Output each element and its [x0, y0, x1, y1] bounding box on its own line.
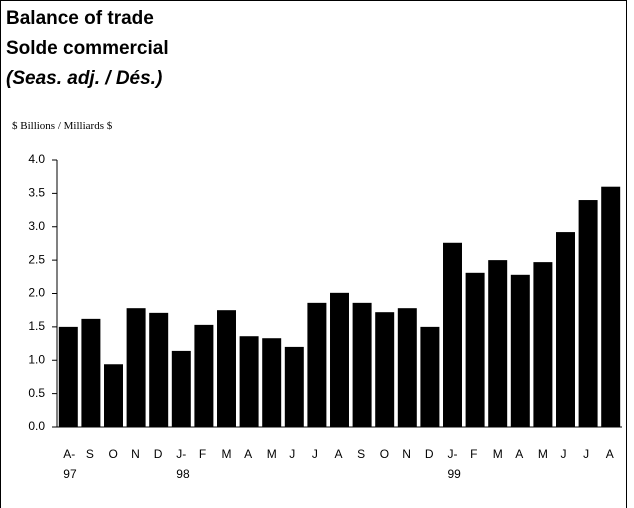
bar: [533, 262, 553, 427]
x-tick-label: M: [221, 447, 232, 461]
x-tick-label: J: [289, 447, 296, 461]
bar: [239, 336, 259, 427]
x-tick-label: O: [379, 447, 390, 461]
bar: [465, 272, 485, 427]
bar: [578, 200, 598, 427]
bar: [510, 274, 530, 427]
bar: [375, 312, 395, 427]
x-tick-label: A- 97: [63, 447, 77, 481]
bar: [104, 364, 123, 427]
chart-note: (Seas. adj. / Dés.): [6, 68, 163, 89]
bar: [443, 242, 462, 427]
bar: [149, 312, 169, 427]
bar: [262, 338, 282, 427]
y-tick-label: 3.5: [28, 186, 45, 200]
x-tick-label: O: [108, 447, 118, 461]
bar: [397, 308, 417, 427]
y-tick-label: 2.5: [28, 252, 45, 266]
chart-subtitle: Solde commercial: [6, 38, 169, 59]
y-tick-label: 2.0: [28, 286, 45, 300]
bar: [171, 350, 191, 427]
x-tick-label: A: [334, 447, 343, 461]
x-tick-label: J: [583, 447, 590, 461]
x-tick-label: J- 98: [176, 447, 190, 481]
x-tick-label: J- 99: [447, 447, 461, 481]
x-tick-label: A: [605, 447, 614, 461]
x-tick-label: J: [560, 447, 567, 461]
chart-title: Balance of trade: [6, 8, 154, 29]
y-tick-label: 0.0: [28, 419, 45, 433]
bar: [194, 324, 214, 427]
x-tick-label: D: [153, 447, 163, 461]
bar: [330, 292, 349, 427]
bar: [420, 326, 440, 427]
bar: [58, 326, 78, 427]
y-tick-label: 4.0: [28, 152, 45, 166]
x-tick-label: F: [470, 447, 478, 461]
y-tick-label: 1.5: [28, 319, 45, 333]
bar: [556, 232, 575, 427]
x-tick-label: M: [266, 447, 277, 461]
y-tick-label: 1.0: [28, 352, 45, 366]
x-tick-label: A: [244, 447, 253, 461]
x-tick-label: M: [537, 447, 548, 461]
bar: [488, 260, 508, 427]
x-tick-label: S: [357, 447, 366, 461]
x-tick-label: D: [424, 447, 434, 461]
x-tick-label: F: [198, 447, 207, 461]
x-tick-label: A: [515, 447, 524, 461]
x-tick-label: N: [131, 447, 140, 461]
bar: [126, 308, 146, 427]
bar: [217, 310, 236, 427]
x-tick-label: N: [402, 447, 411, 461]
x-tick-label: S: [85, 447, 94, 461]
x-tick-label: J: [311, 447, 318, 461]
x-tick-label: M: [492, 447, 503, 461]
y-tick-label: 0.5: [28, 386, 45, 400]
bar: [81, 318, 101, 427]
bar: [601, 186, 621, 427]
bar: [352, 302, 372, 427]
bar: [307, 302, 327, 427]
y-tick-label: 3.0: [28, 219, 45, 233]
bar: [284, 346, 304, 427]
y-axis-label: $ Billions / Milliards $: [12, 120, 113, 132]
